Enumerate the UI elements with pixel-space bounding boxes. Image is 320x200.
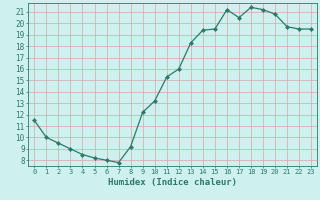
- X-axis label: Humidex (Indice chaleur): Humidex (Indice chaleur): [108, 178, 237, 187]
